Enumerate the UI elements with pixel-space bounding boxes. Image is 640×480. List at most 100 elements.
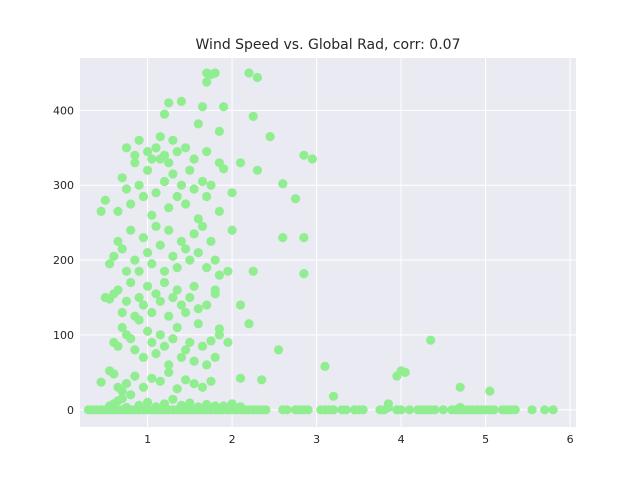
data-point <box>274 345 284 355</box>
data-point <box>130 371 140 381</box>
data-point <box>303 405 313 415</box>
y-axis-ticks: 0 100 200 300 400 <box>53 104 74 416</box>
data-point <box>159 277 170 288</box>
data-point <box>172 285 182 295</box>
data-point <box>117 386 127 396</box>
data-point <box>172 322 182 333</box>
data-point <box>134 292 144 303</box>
data-point <box>168 135 178 145</box>
data-point <box>189 184 199 194</box>
data-point <box>121 379 132 389</box>
data-point <box>126 199 136 209</box>
data-point <box>117 307 127 318</box>
data-point <box>396 405 406 415</box>
data-point <box>151 402 161 412</box>
data-point <box>252 165 262 175</box>
data-point <box>143 326 153 336</box>
data-point <box>438 405 448 415</box>
data-point <box>252 72 262 83</box>
data-point <box>248 266 258 276</box>
data-point <box>138 233 148 243</box>
data-point <box>248 111 258 121</box>
y-tick-label: 200 <box>53 254 74 267</box>
data-point <box>328 405 339 415</box>
data-point <box>210 255 220 265</box>
data-point <box>96 377 106 387</box>
data-point <box>176 236 186 246</box>
data-point <box>100 195 110 205</box>
data-point <box>176 180 186 190</box>
data-point <box>426 335 436 345</box>
data-point <box>193 304 203 314</box>
data-point <box>244 68 254 78</box>
data-point <box>172 263 182 273</box>
data-point <box>181 345 191 355</box>
data-point <box>265 132 275 142</box>
data-point <box>193 214 203 224</box>
data-point <box>185 398 195 408</box>
data-point <box>214 270 224 280</box>
data-point <box>189 379 199 389</box>
data-point <box>202 360 212 370</box>
data-point <box>168 169 178 179</box>
data-point <box>210 352 220 362</box>
data-point <box>197 102 208 112</box>
data-point <box>430 405 440 415</box>
data-point <box>172 147 182 157</box>
data-point <box>147 373 157 383</box>
data-points <box>83 68 558 415</box>
data-point <box>147 154 157 164</box>
data-point <box>299 269 309 279</box>
x-tick-label: 1 <box>144 433 151 446</box>
data-point <box>455 402 465 413</box>
data-point <box>227 225 237 235</box>
data-point <box>214 206 224 216</box>
chart-title: Wind Speed vs. Global Rad, corr: 0.07 <box>196 37 461 53</box>
data-point <box>130 255 140 265</box>
x-tick-label: 2 <box>229 433 236 446</box>
data-point <box>210 401 220 411</box>
data-point <box>223 266 233 276</box>
data-point <box>197 221 208 231</box>
data-point <box>404 405 415 415</box>
data-point <box>109 369 119 379</box>
data-point <box>176 300 186 310</box>
data-point <box>299 233 309 243</box>
data-point <box>299 150 309 160</box>
data-point <box>185 255 195 265</box>
data-point <box>113 236 123 246</box>
data-point <box>227 188 237 198</box>
data-point <box>151 188 161 198</box>
data-point <box>96 206 106 216</box>
data-point <box>172 384 182 394</box>
data-point <box>341 405 351 415</box>
data-point <box>159 399 170 409</box>
data-point <box>134 400 144 410</box>
data-point <box>143 248 153 258</box>
data-point <box>113 341 123 351</box>
data-point <box>155 330 165 340</box>
data-point <box>193 319 203 329</box>
data-point <box>117 244 127 254</box>
data-point <box>185 337 195 347</box>
data-point <box>510 405 520 415</box>
data-point <box>206 336 216 346</box>
data-point <box>121 184 132 194</box>
data-point <box>358 405 368 415</box>
data-point <box>138 191 148 202</box>
data-point <box>147 210 157 220</box>
data-point <box>383 402 393 413</box>
data-point <box>185 165 195 175</box>
data-point <box>134 180 144 190</box>
data-point <box>168 292 178 303</box>
data-point <box>189 356 199 366</box>
data-point <box>126 225 136 235</box>
data-point <box>219 164 229 174</box>
data-point <box>164 311 174 321</box>
data-point <box>206 236 216 246</box>
data-point <box>278 179 288 189</box>
data-point <box>176 96 186 106</box>
data-point <box>130 345 140 355</box>
